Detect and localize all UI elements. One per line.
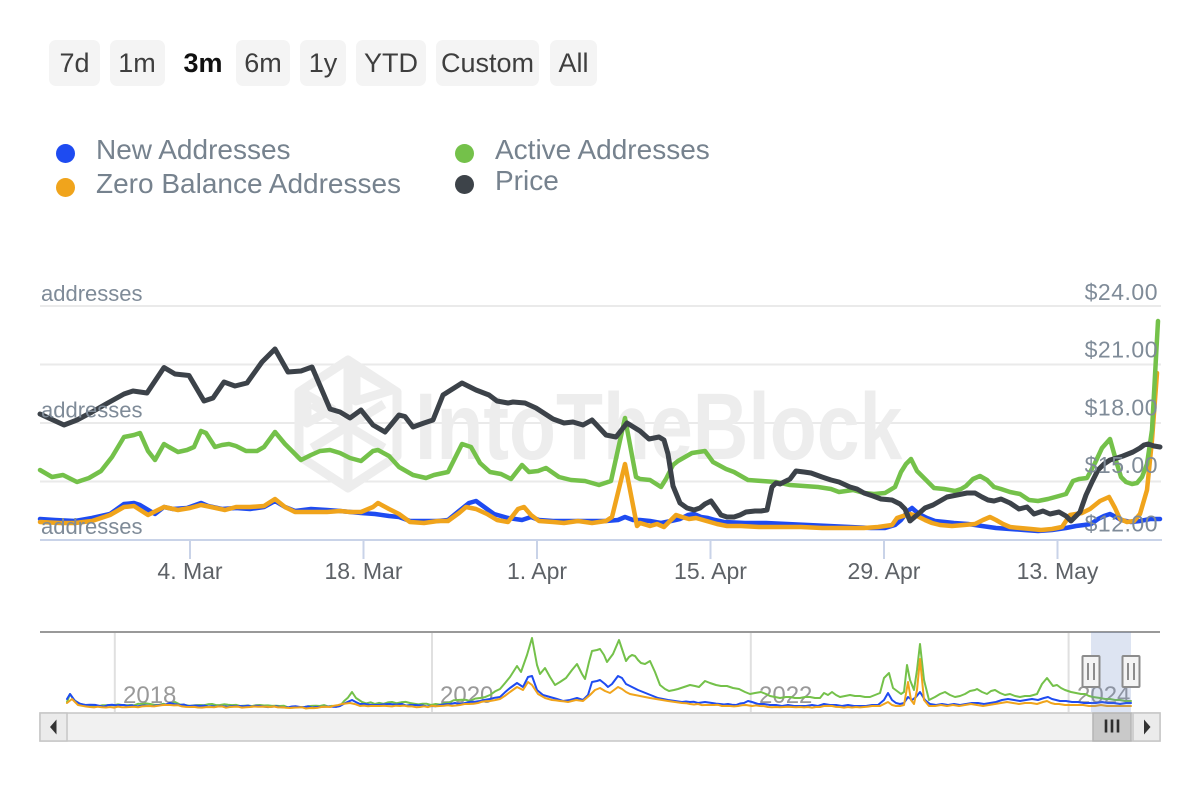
svg-text:1. Apr: 1. Apr	[507, 558, 567, 584]
svg-text:4. Mar: 4. Mar	[157, 558, 223, 584]
svg-text:addresses: addresses	[41, 398, 143, 423]
svg-text:15. Apr: 15. Apr	[674, 558, 747, 584]
svg-text:$24.00: $24.00	[1085, 279, 1158, 305]
svg-text:addresses: addresses	[41, 514, 143, 539]
svg-text:$21.00: $21.00	[1085, 337, 1158, 363]
svg-text:IntoTheBlock: IntoTheBlock	[415, 374, 903, 479]
svg-text:$12.00: $12.00	[1085, 511, 1158, 537]
svg-text:18. Mar: 18. Mar	[325, 558, 403, 584]
svg-text:29. Apr: 29. Apr	[848, 558, 921, 584]
svg-text:$18.00: $18.00	[1085, 395, 1158, 421]
svg-text:$15.00: $15.00	[1085, 452, 1158, 478]
svg-text:addresses: addresses	[41, 281, 143, 306]
svg-text:13. May: 13. May	[1017, 558, 1099, 584]
